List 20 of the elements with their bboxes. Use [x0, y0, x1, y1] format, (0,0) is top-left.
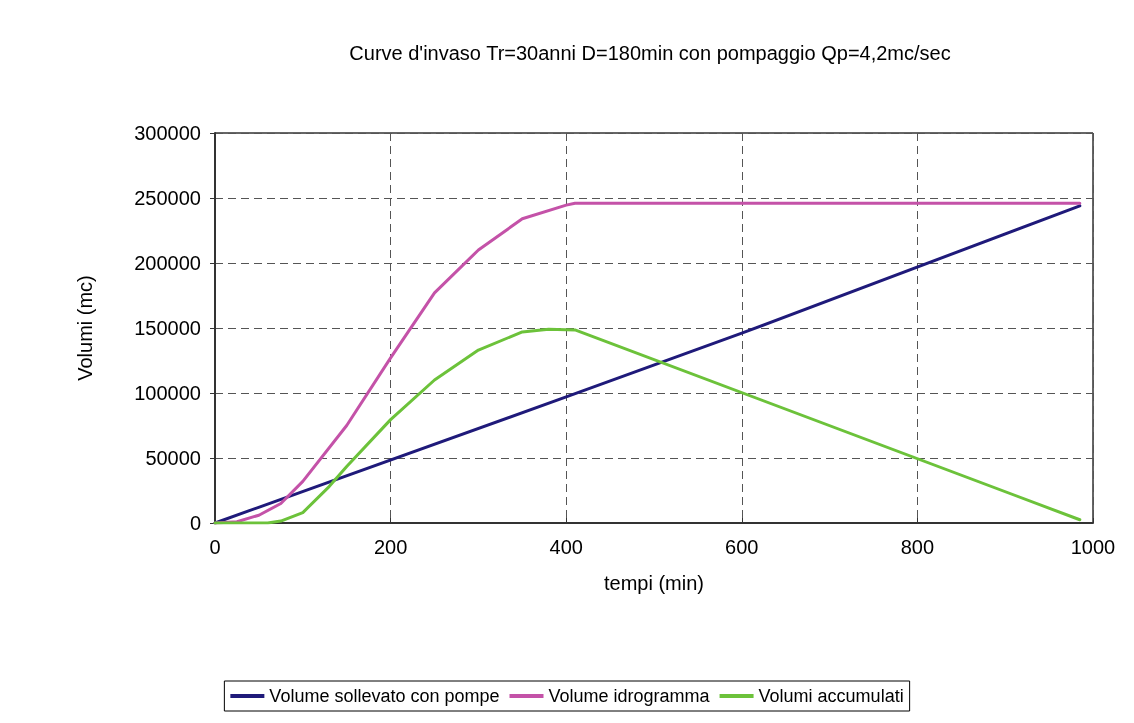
legend-label: Volume sollevato con pompe [269, 686, 500, 706]
y-tick-label: 50000 [145, 447, 201, 469]
x-axis-title: tempi (min) [603, 572, 705, 594]
legend-label: Volumi accumulati [758, 686, 904, 706]
x-tick-label: 0 [209, 536, 221, 558]
legend-label: Volume idrogramma [548, 686, 711, 706]
x-tick-label: 800 [900, 536, 935, 558]
y-tick-label: 300000 [134, 122, 201, 144]
x-tick-label: 1000 [1070, 536, 1116, 558]
y-tick-label: 0 [189, 512, 201, 534]
x-tick-label: 400 [549, 536, 583, 558]
x-tick-label: 600 [725, 536, 759, 558]
y-tick-label: 200000 [134, 252, 201, 274]
chart-title: Curve d'invaso Tr=30anni D=180min con pompaggio Qp=4,2mc/sec [349, 42, 951, 64]
x-tick-label: 200 [373, 536, 408, 558]
y-tick-label: 250000 [134, 187, 201, 209]
line-series [213, 327, 1082, 525]
y-tick-label: 100000 [134, 382, 201, 404]
y-axis-title: Volumi (mc) [74, 275, 96, 381]
y-tick-label: 150000 [134, 317, 201, 339]
